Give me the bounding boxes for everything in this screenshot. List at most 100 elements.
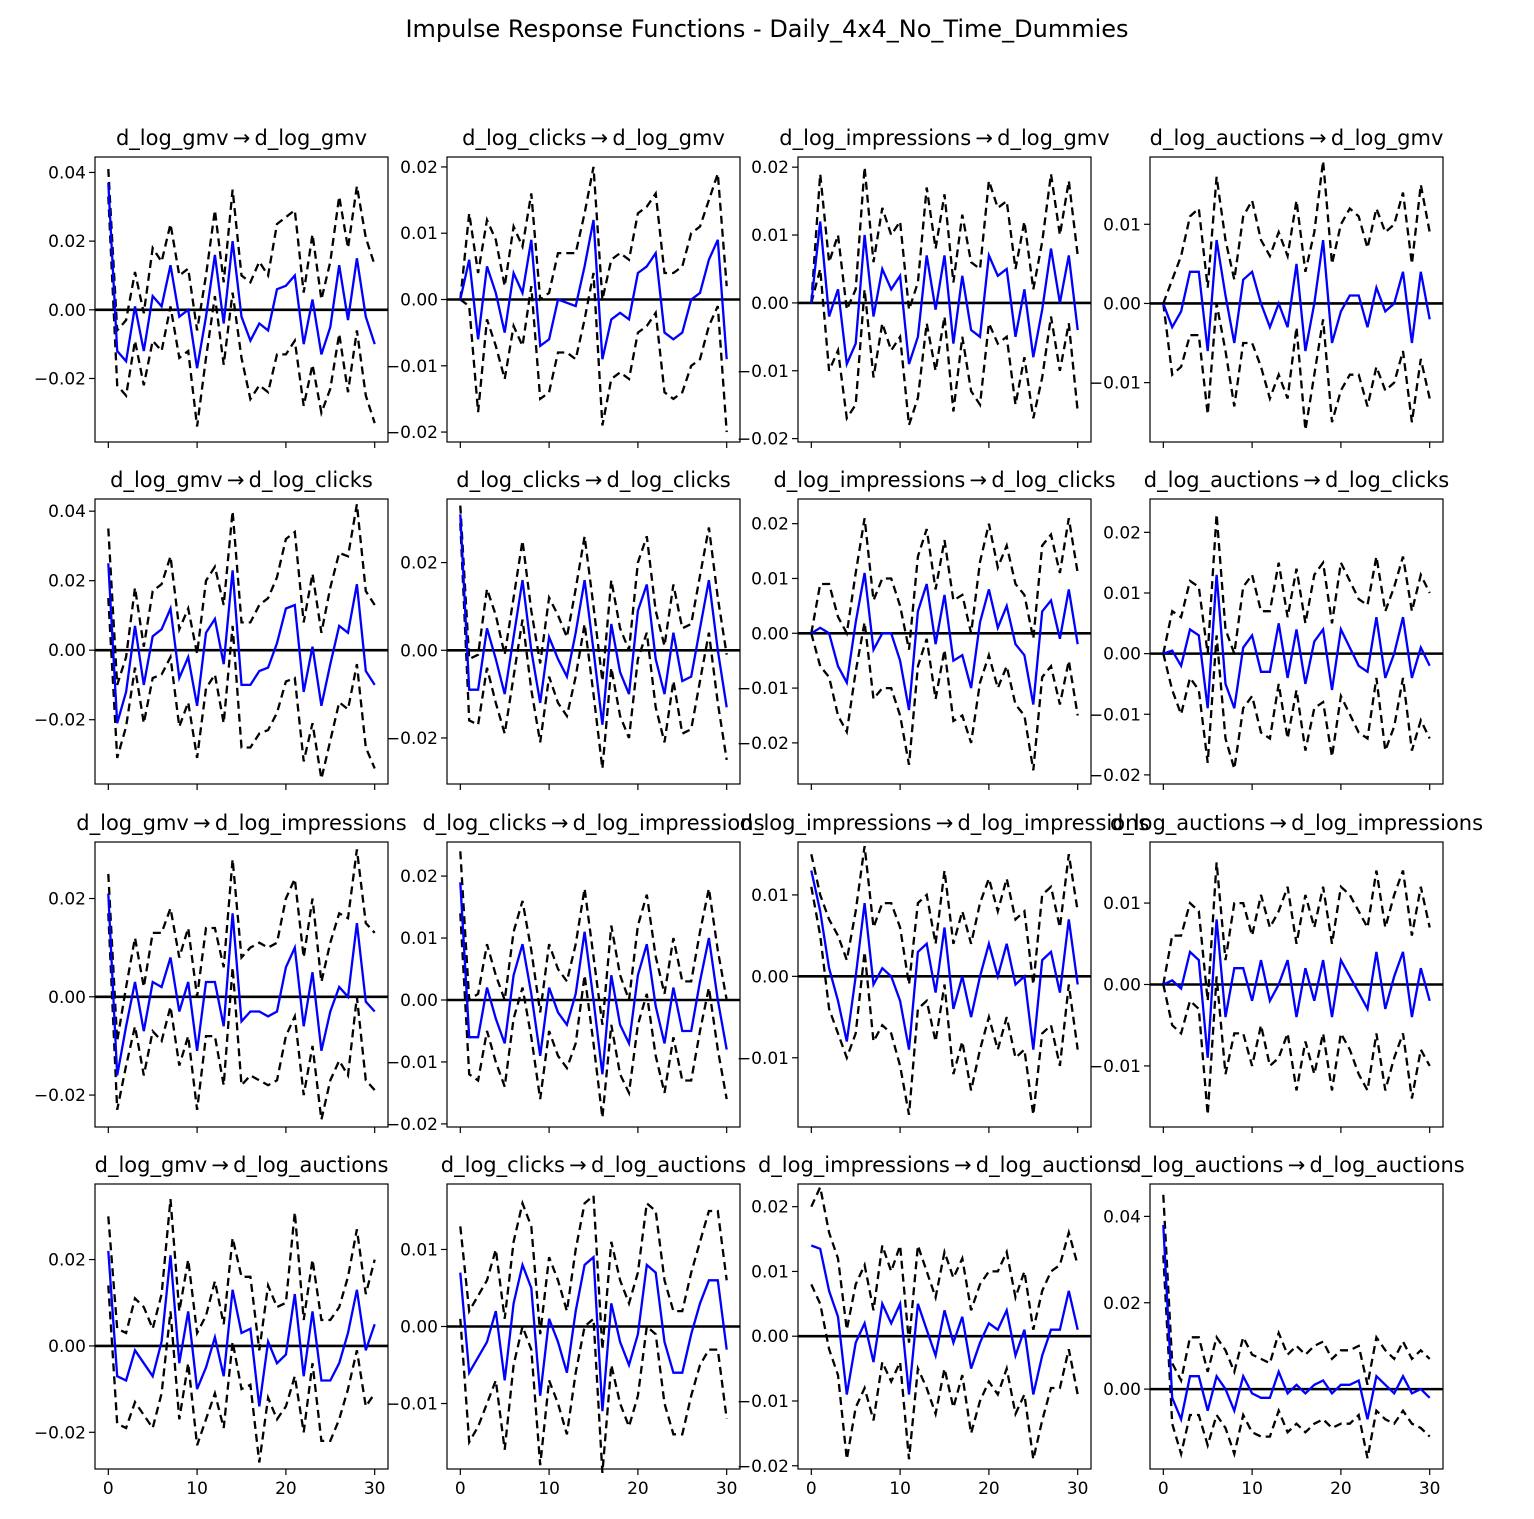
lower-confidence-band xyxy=(459,272,728,433)
y-tick-label: −0.01 xyxy=(386,357,438,377)
y-tick-label: 0.01 xyxy=(400,929,438,949)
irf-panel: d_log_impressions → d_log_impressions −0.… xyxy=(737,811,1149,1133)
y-tick-label: 0.02 xyxy=(48,232,86,252)
upper-confidence-band xyxy=(1162,862,1431,1001)
y-tick-label: 0.00 xyxy=(1103,645,1141,665)
axes-frame xyxy=(94,841,389,1128)
y-tick-label: −0.02 xyxy=(34,1423,86,1443)
y-tick-label: 0.00 xyxy=(1103,976,1141,996)
axes-frame xyxy=(1149,156,1444,443)
x-tick-label: 10 xyxy=(1241,1479,1263,1499)
y-tick-label: 0.01 xyxy=(400,1240,438,1260)
y-tick-label: 0.02 xyxy=(751,515,789,535)
y-tick-label: 0.02 xyxy=(751,1198,789,1218)
panel-title: d_log_clicks → d_log_impressions xyxy=(422,811,764,836)
panel-title: d_log_gmv → d_log_clicks xyxy=(110,468,373,493)
upper-confidence-band xyxy=(107,849,376,1042)
panel-title: d_log_clicks → d_log_auctions xyxy=(441,1153,746,1178)
lower-confidence-band xyxy=(459,523,728,769)
irf-panel: d_log_impressions → d_log_gmv −0.02 −0.01 0… xyxy=(737,126,1110,450)
y-tick-label: 0.02 xyxy=(48,572,86,592)
upper-confidence-band xyxy=(810,1183,1079,1343)
impulse-response-line xyxy=(1162,574,1431,709)
impulse-response-line xyxy=(1162,1224,1431,1424)
x-tick-label: 20 xyxy=(1330,1479,1352,1499)
panel-title: d_log_auctions → d_log_clicks xyxy=(1144,468,1449,493)
y-tick-label: −0.02 xyxy=(737,734,789,754)
upper-confidence-band xyxy=(459,851,728,1025)
lower-confidence-band xyxy=(1162,635,1431,770)
axes-frame xyxy=(797,498,1092,785)
impulse-response-line xyxy=(459,882,728,1075)
impulse-response-line xyxy=(1162,239,1431,352)
y-tick-label: −0.02 xyxy=(386,423,438,443)
y-tick-label: 0.01 xyxy=(751,1262,789,1282)
irf-panel: d_log_clicks → d_log_gmv −0.02 −0.01 0.00 0.… xyxy=(386,126,741,448)
panel-title: d_log_impressions → d_log_impressions xyxy=(740,811,1150,836)
panel-title: d_log_impressions → d_log_auctions xyxy=(758,1153,1131,1178)
panel-title: d_log_gmv → d_log_impressions xyxy=(76,811,406,836)
y-tick-label: −0.01 xyxy=(1089,705,1141,725)
axes-frame xyxy=(94,498,389,785)
axes-frame xyxy=(797,1183,1092,1470)
x-tick-label: 20 xyxy=(275,1479,297,1499)
y-tick-label: −0.02 xyxy=(737,430,789,450)
lower-confidence-band xyxy=(107,196,376,427)
y-tick-label: −0.02 xyxy=(737,1457,789,1477)
y-tick-label: −0.01 xyxy=(737,1049,789,1069)
y-tick-label: 0.02 xyxy=(400,554,438,574)
x-tick-label: 20 xyxy=(627,1479,649,1499)
irf-panel: d_log_gmv → d_log_auctions −0.02 0.00 0.02 0… xyxy=(34,1153,389,1499)
impulse-response-line xyxy=(459,219,728,360)
impulse-response-line xyxy=(107,563,376,724)
irf-panel: d_log_gmv → d_log_clicks −0.02 0.00 0.02 0.0… xyxy=(34,468,389,790)
upper-confidence-band xyxy=(1162,1194,1431,1386)
lower-confidence-band xyxy=(1162,303,1431,431)
y-tick-label: 0.00 xyxy=(1103,1380,1141,1400)
upper-confidence-band xyxy=(459,166,728,302)
y-tick-label: 0.00 xyxy=(48,641,86,661)
y-tick-label: 0.00 xyxy=(400,1318,438,1338)
y-tick-label: −0.02 xyxy=(34,1086,86,1106)
impulse-response-line xyxy=(810,1244,1079,1395)
impulse-response-line xyxy=(810,221,1079,369)
y-tick-label: 0.02 xyxy=(751,158,789,178)
y-tick-label: −0.02 xyxy=(386,1115,438,1135)
y-tick-label: 0.02 xyxy=(1103,523,1141,543)
upper-confidence-band xyxy=(1162,514,1431,654)
x-tick-label: 0 xyxy=(806,1479,817,1499)
panel-title: d_log_gmv → d_log_gmv xyxy=(116,126,367,151)
y-tick-label: 0.00 xyxy=(751,294,789,314)
y-tick-label: 0.01 xyxy=(751,886,789,906)
y-tick-label: 0.01 xyxy=(751,226,789,246)
y-tick-label: −0.01 xyxy=(737,1392,789,1412)
y-tick-label: −0.01 xyxy=(386,1053,438,1073)
upper-confidence-band xyxy=(810,167,1079,315)
upper-confidence-band xyxy=(459,505,728,682)
axes-frame xyxy=(94,156,389,443)
lower-confidence-band xyxy=(810,886,1079,1116)
y-tick-label: 0.00 xyxy=(1103,294,1141,314)
x-tick-label: 10 xyxy=(889,1479,911,1499)
y-tick-label: 0.00 xyxy=(751,967,789,987)
upper-confidence-band xyxy=(107,168,376,334)
panel-title: d_log_auctions → d_log_gmv xyxy=(1150,126,1444,151)
y-tick-label: 0.04 xyxy=(48,163,86,183)
axes-frame xyxy=(94,1183,389,1470)
upper-confidence-band xyxy=(107,504,376,686)
impulse-response-line xyxy=(107,1250,376,1407)
y-tick-label: −0.02 xyxy=(34,711,86,731)
irf-panel: d_log_auctions → d_log_clicks −0.02 −0.01 0… xyxy=(1089,468,1449,790)
x-tick-label: 30 xyxy=(716,1479,738,1499)
y-tick-label: −0.01 xyxy=(1089,1057,1141,1077)
x-tick-label: 10 xyxy=(538,1479,560,1499)
lower-confidence-band xyxy=(459,1316,728,1473)
upper-confidence-band xyxy=(810,518,1079,650)
y-tick-label: 0.02 xyxy=(1103,1294,1141,1314)
impulse-response-line xyxy=(459,514,728,725)
panel-title: d_log_impressions → d_log_clicks xyxy=(773,468,1115,493)
y-tick-label: −0.01 xyxy=(737,362,789,382)
impulse-response-line xyxy=(810,572,1079,711)
y-tick-label: 0.01 xyxy=(400,224,438,244)
